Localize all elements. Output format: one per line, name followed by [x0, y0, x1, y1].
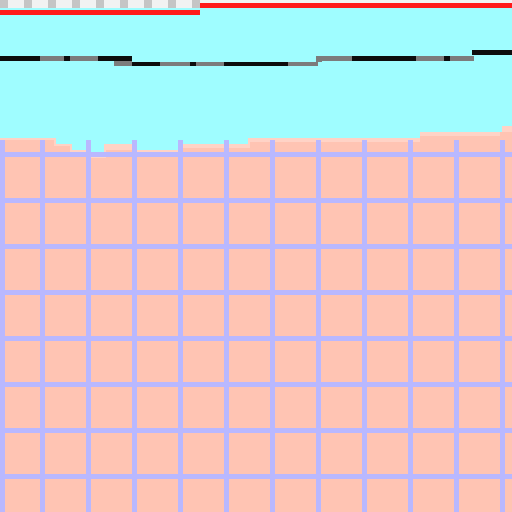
terrain-segment — [114, 61, 132, 66]
terrain-line — [0, 50, 512, 66]
grid-line-horizontal — [0, 428, 512, 433]
terrain-segment — [472, 50, 512, 55]
grid-line-horizontal — [0, 152, 512, 157]
terrain-segment — [224, 62, 288, 66]
terrain-segment — [0, 56, 40, 61]
grid-line-vertical — [178, 140, 183, 512]
ceiling-tile — [24, 0, 32, 8]
grid-line-vertical — [500, 140, 505, 512]
ceiling-tile — [96, 0, 104, 8]
ceiling-tile — [72, 0, 80, 8]
terrain-segment — [196, 62, 224, 66]
grid-line-vertical — [408, 140, 413, 512]
terrain-segment — [316, 56, 322, 62]
terrain-segment — [70, 56, 98, 61]
grid-line-vertical — [132, 140, 137, 512]
grid-line-horizontal — [0, 244, 512, 249]
ceiling-tile — [168, 0, 176, 8]
terrain-segment — [98, 56, 132, 61]
grid-line-vertical — [454, 140, 459, 512]
terrain-segment — [352, 56, 416, 61]
grid-line-vertical — [362, 140, 367, 512]
ceiling-tile — [192, 0, 200, 8]
grid-line-vertical — [270, 140, 275, 512]
red-bar-left — [0, 10, 200, 15]
terrain-segment — [450, 56, 474, 61]
ceiling-tile — [48, 0, 56, 8]
terrain-segment — [190, 62, 196, 66]
terrain-segment — [160, 62, 190, 66]
terrain-segment — [40, 56, 64, 61]
ground-grid — [0, 140, 512, 512]
grid-line-vertical — [86, 140, 91, 512]
terrain-segment — [64, 56, 70, 61]
terrain-segment — [322, 56, 352, 61]
terrain-segment — [132, 62, 160, 66]
ceiling-tile — [120, 0, 128, 8]
grid-line-vertical — [0, 140, 5, 512]
grid-line-horizontal — [0, 474, 512, 479]
grid-line-horizontal — [0, 198, 512, 203]
ceiling-tile — [144, 0, 152, 8]
grid-line-vertical — [224, 140, 229, 512]
grid-line-vertical — [316, 140, 321, 512]
ground-fill — [0, 132, 512, 512]
ceiling-tile — [0, 0, 8, 8]
grid-line-horizontal — [0, 290, 512, 295]
grid-line-vertical — [40, 140, 45, 512]
grid-line-horizontal — [0, 336, 512, 341]
red-bar-right — [200, 3, 512, 8]
terrain-segment — [288, 62, 318, 66]
terrain-segment — [444, 56, 450, 61]
grid-line-horizontal — [0, 382, 512, 387]
terrain-segment — [416, 56, 444, 61]
